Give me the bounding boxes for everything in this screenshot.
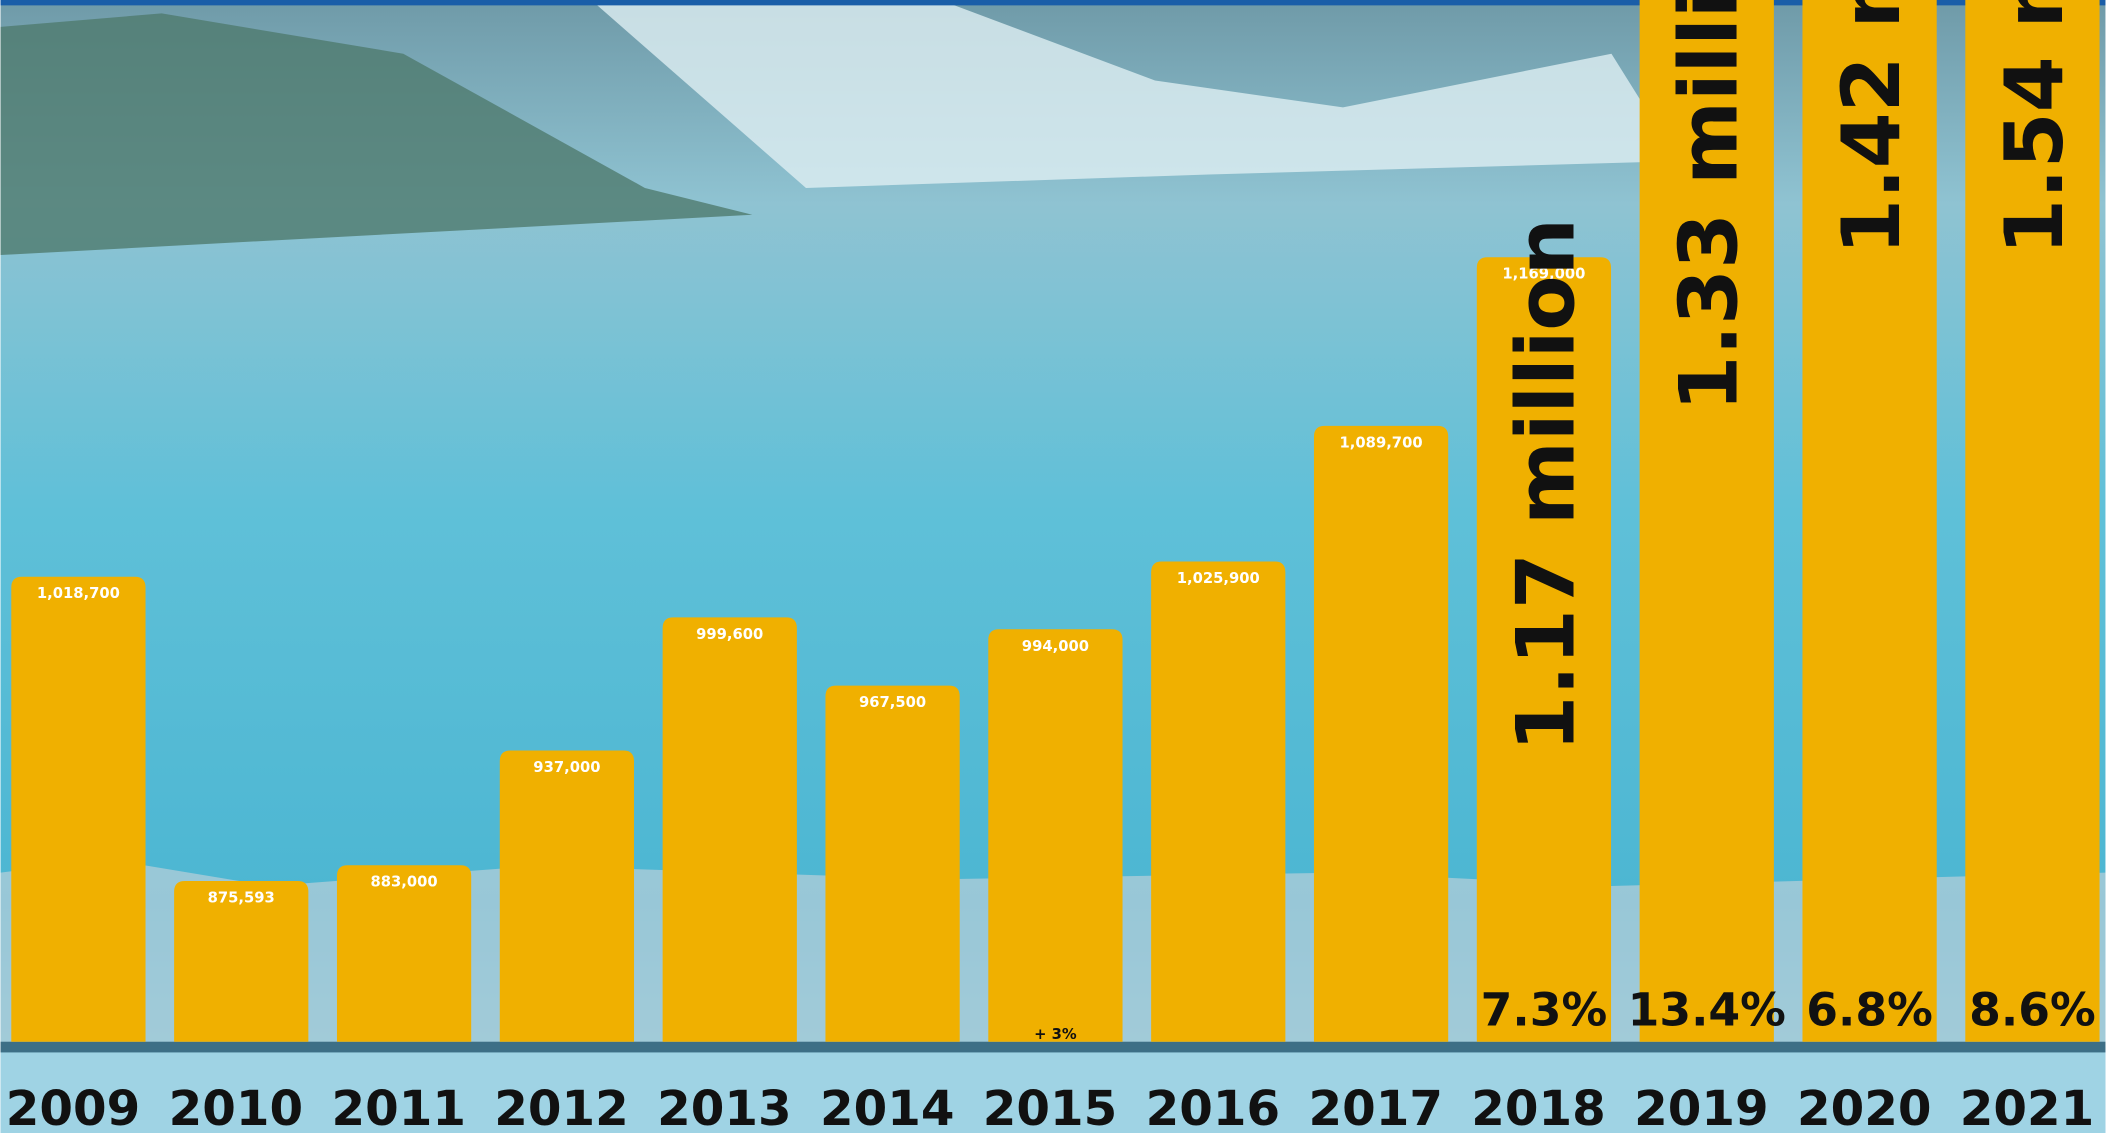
value-label: 1,018,700: [37, 585, 120, 602]
bar: [1802, 0, 1937, 1042]
growth-label: + 3%: [1034, 1026, 1077, 1043]
value-label: 967,500: [859, 694, 926, 711]
x-tick-label: 2019: [1634, 1081, 1768, 1133]
x-tick-label: 2018: [1471, 1081, 1605, 1133]
growth-label: 6.8%: [1806, 984, 1933, 1037]
x-band: [0, 1052, 2106, 1133]
value-label: 1,089,700: [1340, 434, 1423, 451]
value-label: 937,000: [533, 759, 600, 776]
bar: [1151, 561, 1286, 1042]
bar: [11, 576, 146, 1042]
bar: [1313, 425, 1449, 1042]
x-tick-label: 2021: [1960, 1081, 2094, 1133]
value-label: 1,169,000: [1502, 266, 1585, 283]
growth-label: 13.4%: [1628, 984, 1786, 1037]
bar: [174, 881, 309, 1042]
big-label: 1.42 million: [1824, 0, 1918, 255]
x-tick-label: 2014: [820, 1081, 954, 1133]
x-tick-label: 2010: [169, 1081, 303, 1133]
value-label: 999,600: [696, 626, 763, 643]
bar: [662, 617, 797, 1042]
big-label: 1.33 million: [1661, 0, 1755, 412]
value-label: 875,593: [208, 889, 275, 906]
value-label: 994,000: [1022, 638, 1089, 655]
bar: [499, 750, 635, 1042]
bar: [336, 865, 472, 1042]
x-tick-label: 2020: [1797, 1081, 1931, 1133]
x-tick-label: 2015: [983, 1081, 1117, 1133]
x-tick-label: 2011: [331, 1081, 465, 1133]
bar: [825, 685, 960, 1042]
x-tick-label: 2012: [494, 1081, 628, 1133]
x-tick-label: 2013: [657, 1081, 791, 1133]
x-tick-label: 2017: [1308, 1081, 1442, 1133]
mountain: [0, 13, 753, 256]
big-label: 1.54 million: [1987, 0, 2081, 255]
value-label: 1,025,900: [1177, 570, 1260, 587]
bar: [988, 629, 1123, 1042]
value-label: 883,000: [370, 874, 437, 891]
glacier: [591, 0, 1679, 188]
x-tick-label: 2009: [6, 1081, 140, 1133]
bar: [1476, 257, 1612, 1042]
x-tick-label: 2016: [1146, 1081, 1280, 1133]
bar: [1639, 0, 1774, 1042]
top-band: [0, 0, 2106, 6]
deck: [0, 1041, 2106, 1053]
growth-label: 7.3%: [1481, 984, 1608, 1037]
bar: [1965, 0, 2100, 1042]
big-label: 1.17 million: [1498, 218, 1592, 752]
growth-label: 8.6%: [1969, 984, 2096, 1037]
